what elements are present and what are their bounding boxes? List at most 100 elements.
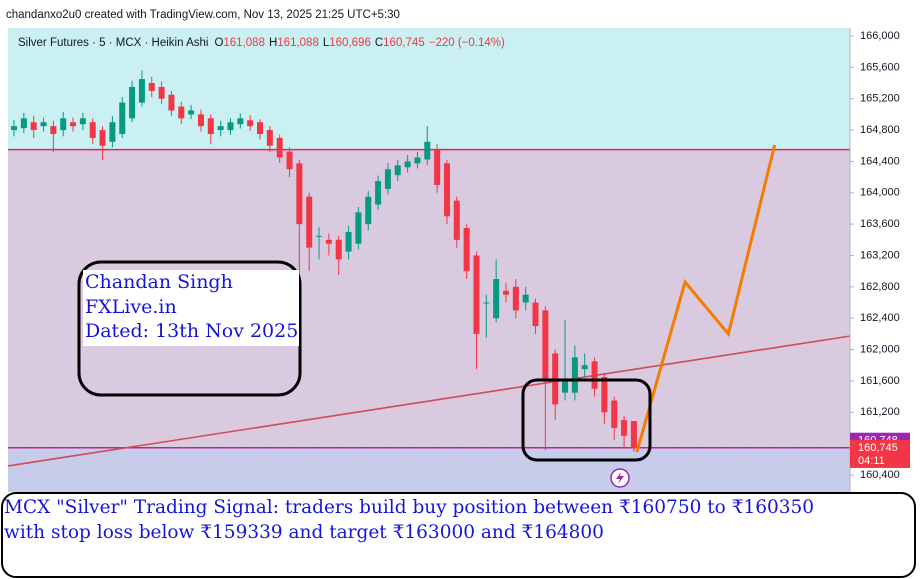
y-tick-label: 164,000 bbox=[860, 187, 900, 199]
candle-body bbox=[30, 122, 37, 131]
zone bbox=[8, 447, 850, 492]
y-tick-label: 162,000 bbox=[860, 343, 900, 355]
countdown-label: 04:11 bbox=[858, 455, 885, 467]
candle-body bbox=[129, 86, 136, 119]
price-axis bbox=[850, 28, 922, 492]
candle-body bbox=[532, 302, 539, 327]
annotation-frame bbox=[77, 260, 302, 397]
candle-body bbox=[581, 365, 588, 370]
annotation-text: Chandan Singh bbox=[85, 271, 233, 293]
price-tag bbox=[850, 439, 910, 468]
candle-body bbox=[404, 161, 411, 168]
annotation-text: FXLive.in bbox=[85, 296, 177, 318]
signal-text: MCX "Silver" Trading Signal: traders bui… bbox=[4, 497, 814, 518]
y-tick-label: 162,800 bbox=[860, 281, 900, 293]
highlight-box bbox=[521, 378, 652, 462]
y-tick-label: 162,400 bbox=[860, 312, 900, 324]
candle-body bbox=[217, 126, 224, 131]
candle-body bbox=[562, 380, 569, 393]
candle-body bbox=[384, 169, 391, 189]
candle-body bbox=[70, 122, 77, 127]
annotation-box bbox=[83, 270, 299, 346]
candle-body bbox=[158, 86, 165, 99]
candle-body bbox=[316, 235, 323, 237]
candle-body bbox=[325, 239, 332, 244]
candle-body bbox=[79, 118, 86, 125]
y-tick-label: 166,000 bbox=[860, 30, 900, 42]
candle-body bbox=[138, 79, 145, 103]
candle-body bbox=[247, 120, 254, 127]
candle-body bbox=[237, 118, 244, 125]
candle-body bbox=[522, 294, 529, 303]
candle-body bbox=[394, 165, 401, 176]
candle-body bbox=[207, 118, 214, 134]
zone bbox=[8, 28, 850, 150]
y-tick-label: 165,600 bbox=[860, 61, 900, 73]
y-tick-label: 161,600 bbox=[860, 375, 900, 387]
candle-body bbox=[512, 286, 519, 311]
candle-body bbox=[463, 228, 470, 272]
price-tag-label: 160,745 bbox=[858, 442, 898, 454]
candle-body bbox=[266, 130, 273, 146]
legend-key: L bbox=[323, 37, 330, 49]
y-tick-label: 163,200 bbox=[860, 249, 900, 261]
event-icon-bolt bbox=[616, 472, 624, 484]
candle-body bbox=[119, 102, 126, 134]
legend-symbol: Silver Futures · 5 · MCX · Heikin Ashi bbox=[18, 37, 208, 49]
candle-body bbox=[621, 420, 628, 436]
candle-body bbox=[473, 255, 480, 334]
y-tick-label: 160,400 bbox=[860, 469, 900, 481]
candle-body bbox=[20, 118, 27, 129]
legend-key: H bbox=[269, 37, 277, 49]
y-tick-label: 164,800 bbox=[860, 124, 900, 136]
candle-body bbox=[306, 196, 313, 248]
candle-body bbox=[503, 290, 509, 295]
candle-body bbox=[109, 122, 116, 142]
legend-value: 160,745 bbox=[383, 37, 425, 49]
candle-body bbox=[375, 181, 382, 205]
trend-line bbox=[7, 335, 851, 467]
header: chandanxo2u0 created with TradingView.co… bbox=[6, 9, 400, 21]
legend-value: 161,088 bbox=[223, 37, 265, 49]
candle-body bbox=[493, 279, 500, 319]
candle-body bbox=[40, 122, 47, 127]
candle-body bbox=[365, 196, 372, 225]
y-tick-label: 161,200 bbox=[860, 406, 900, 418]
candle-body bbox=[345, 231, 352, 252]
candle-body bbox=[148, 83, 155, 91]
candle-body bbox=[50, 126, 57, 134]
candle-body bbox=[591, 361, 598, 389]
projection-line bbox=[635, 144, 777, 453]
plot-area: Silver Futures · 5 · MCX · Heikin Ashi O1… bbox=[7, 28, 851, 492]
legend-key: O bbox=[214, 37, 223, 49]
y-tick-label: 165,200 bbox=[860, 93, 900, 105]
candle-body bbox=[99, 130, 106, 146]
candle-body bbox=[335, 239, 342, 260]
candle-body bbox=[227, 122, 234, 131]
annotation-text: Dated: 13th Nov 2025 bbox=[85, 320, 298, 342]
y-tick-label: 163,600 bbox=[860, 218, 900, 230]
legend-change: −220 (−0.14%) bbox=[429, 37, 505, 49]
candle-body bbox=[443, 163, 450, 217]
signal-box bbox=[1, 492, 916, 578]
candle-body bbox=[276, 137, 283, 158]
candle-body bbox=[601, 376, 608, 413]
candle-body bbox=[611, 400, 618, 428]
legend-value: 161,088 bbox=[277, 37, 319, 49]
candle-body bbox=[197, 114, 204, 127]
candle-body bbox=[178, 106, 185, 119]
candle-body bbox=[286, 151, 293, 170]
signal-text: with stop loss below ₹159339 and target … bbox=[4, 522, 604, 543]
price-axis-labels: 166,000 165,600 165,200 164,800 164,400 164,0… bbox=[850, 30, 910, 481]
candle-body bbox=[414, 157, 421, 164]
legend: Silver Futures · 5 · MCX · Heikin Ashi O1… bbox=[18, 37, 505, 49]
candle-body bbox=[257, 122, 263, 134]
candle-body bbox=[296, 163, 303, 225]
candle-body bbox=[630, 421, 637, 448]
candle-body bbox=[188, 110, 195, 115]
candle-body bbox=[89, 122, 96, 138]
candle-body bbox=[168, 94, 175, 111]
y-tick-label: 164,400 bbox=[860, 155, 900, 167]
legend-key: C bbox=[375, 37, 383, 49]
